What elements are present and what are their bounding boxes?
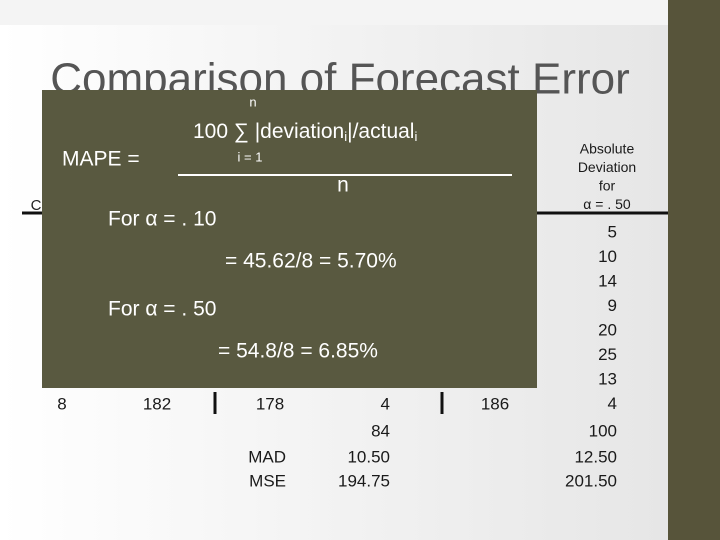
term: |deviation	[255, 120, 345, 143]
column-values: 5 10 14 9 20 25 13 4	[598, 222, 617, 413]
result-label: For α = . 50	[108, 298, 216, 321]
column-total: 100	[589, 421, 617, 440]
column-value: 4	[608, 394, 617, 413]
formula-numerator: 100 ∑ |deviationi|/actuali	[193, 120, 417, 145]
header-line: Absolute	[580, 141, 635, 157]
cell: 178	[256, 394, 284, 413]
result-value: = 54.8/8 = 6.85%	[218, 340, 378, 363]
cell: 186	[481, 394, 509, 413]
subscript: i	[414, 129, 417, 144]
overlay	[42, 90, 537, 388]
column-value: 14	[598, 271, 617, 290]
top-band	[0, 0, 668, 25]
header-line: for	[599, 178, 616, 194]
column-mad: 12.50	[574, 447, 617, 466]
header-line: α = . 50	[583, 196, 631, 212]
sum-upper: n	[249, 94, 256, 109]
column-value: 13	[598, 369, 617, 388]
result-label: For α = . 10	[108, 208, 216, 231]
sigma: ∑	[234, 120, 249, 143]
denominator: n	[337, 174, 349, 197]
column-header: Absolute Deviation for α = . 50	[578, 141, 636, 213]
mse: 194.75	[338, 471, 390, 490]
multiplier: 100	[193, 120, 228, 143]
column-value: 25	[598, 345, 617, 364]
column-value: 20	[598, 320, 617, 339]
cut-header: C	[31, 197, 42, 214]
mad-label: MAD	[248, 447, 286, 466]
total: 84	[371, 421, 390, 440]
formula-lhs: MAPE =	[62, 148, 140, 171]
side-bar	[668, 0, 720, 540]
column-value: 9	[608, 296, 617, 315]
cell: 182	[143, 394, 171, 413]
term: |/actual	[347, 120, 414, 143]
column-value: 10	[598, 247, 617, 266]
subscript: i	[344, 129, 347, 144]
header-line: Deviation	[578, 159, 636, 175]
cell: 8	[57, 394, 66, 413]
sum-lower: i = 1	[238, 149, 263, 164]
result-value: = 45.62/8 = 5.70%	[225, 250, 397, 273]
column-value: 5	[608, 222, 617, 241]
mse-label: MSE	[249, 471, 286, 490]
mad: 10.50	[347, 447, 390, 466]
cell: 4	[381, 394, 390, 413]
column-mse: 201.50	[565, 471, 617, 490]
